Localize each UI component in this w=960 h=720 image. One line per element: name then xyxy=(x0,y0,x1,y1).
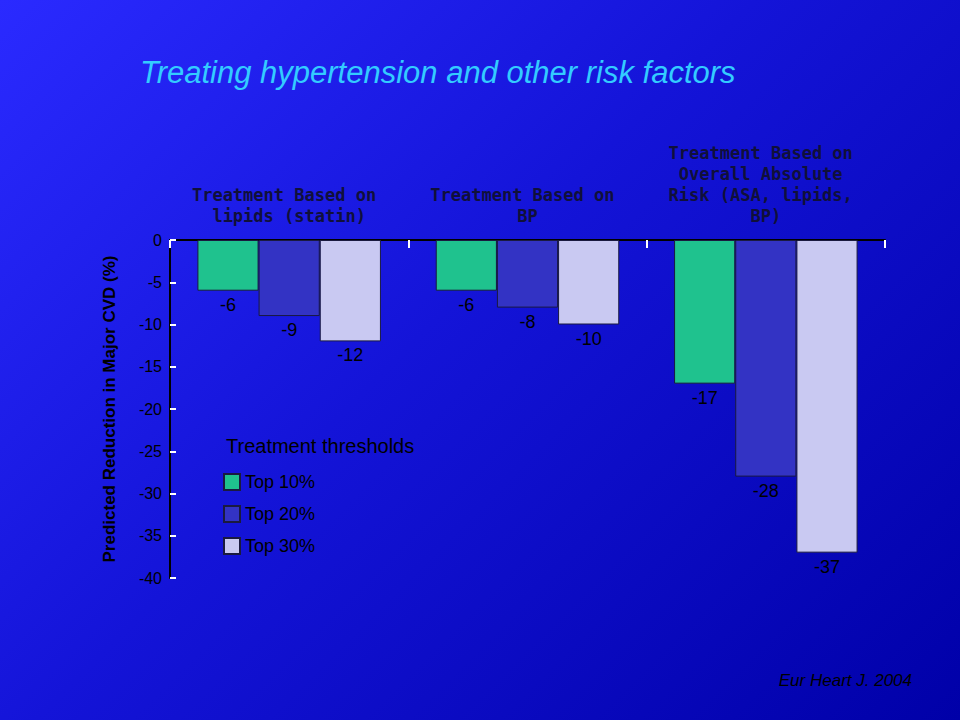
svg-text:-37: -37 xyxy=(814,557,840,577)
svg-text:Treatment Based on: Treatment Based on xyxy=(192,185,386,205)
svg-text:Risk (ASA, lipids,: Risk (ASA, lipids, xyxy=(669,185,863,205)
svg-text:-5: -5 xyxy=(148,274,162,291)
svg-text:-12: -12 xyxy=(337,345,363,365)
svg-text:Treating hypertension and othe: Treating hypertension and other risk fac… xyxy=(140,55,736,90)
svg-text:-25: -25 xyxy=(139,443,162,460)
svg-text:lipids (statin): lipids (statin) xyxy=(212,206,366,226)
svg-text:Top 20%: Top 20% xyxy=(245,504,315,524)
svg-text:Treatment thresholds: Treatment thresholds xyxy=(226,435,414,457)
svg-text:Treatment Based on: Treatment Based on xyxy=(669,143,863,163)
svg-text:-17: -17 xyxy=(692,388,718,408)
svg-text:Overall Absolute: Overall Absolute xyxy=(679,164,853,184)
svg-text:BP: BP xyxy=(517,206,537,226)
svg-text:Top 30%: Top 30% xyxy=(245,536,315,556)
svg-text:-28: -28 xyxy=(753,481,779,501)
svg-text:BP): BP) xyxy=(750,206,781,226)
svg-text:Predicted Reduction in Major C: Predicted Reduction in Major CVD (%) xyxy=(100,256,119,563)
svg-text:-15: -15 xyxy=(139,358,162,375)
svg-text:Eur Heart J. 2004: Eur Heart J. 2004 xyxy=(779,671,912,690)
svg-text:-10: -10 xyxy=(576,329,602,349)
svg-text:-8: -8 xyxy=(519,312,535,332)
svg-text:-10: -10 xyxy=(139,316,162,333)
svg-text:Treatment Based on: Treatment Based on xyxy=(430,185,624,205)
svg-text:-6: -6 xyxy=(458,295,474,315)
svg-text:-40: -40 xyxy=(139,570,162,587)
svg-text:-9: -9 xyxy=(281,320,297,340)
svg-text:-20: -20 xyxy=(139,401,162,418)
svg-text:Top 10%: Top 10% xyxy=(245,472,315,492)
svg-text:-30: -30 xyxy=(139,485,162,502)
svg-text:-6: -6 xyxy=(220,295,236,315)
svg-text:-35: -35 xyxy=(139,527,162,544)
svg-text:0: 0 xyxy=(153,232,162,249)
